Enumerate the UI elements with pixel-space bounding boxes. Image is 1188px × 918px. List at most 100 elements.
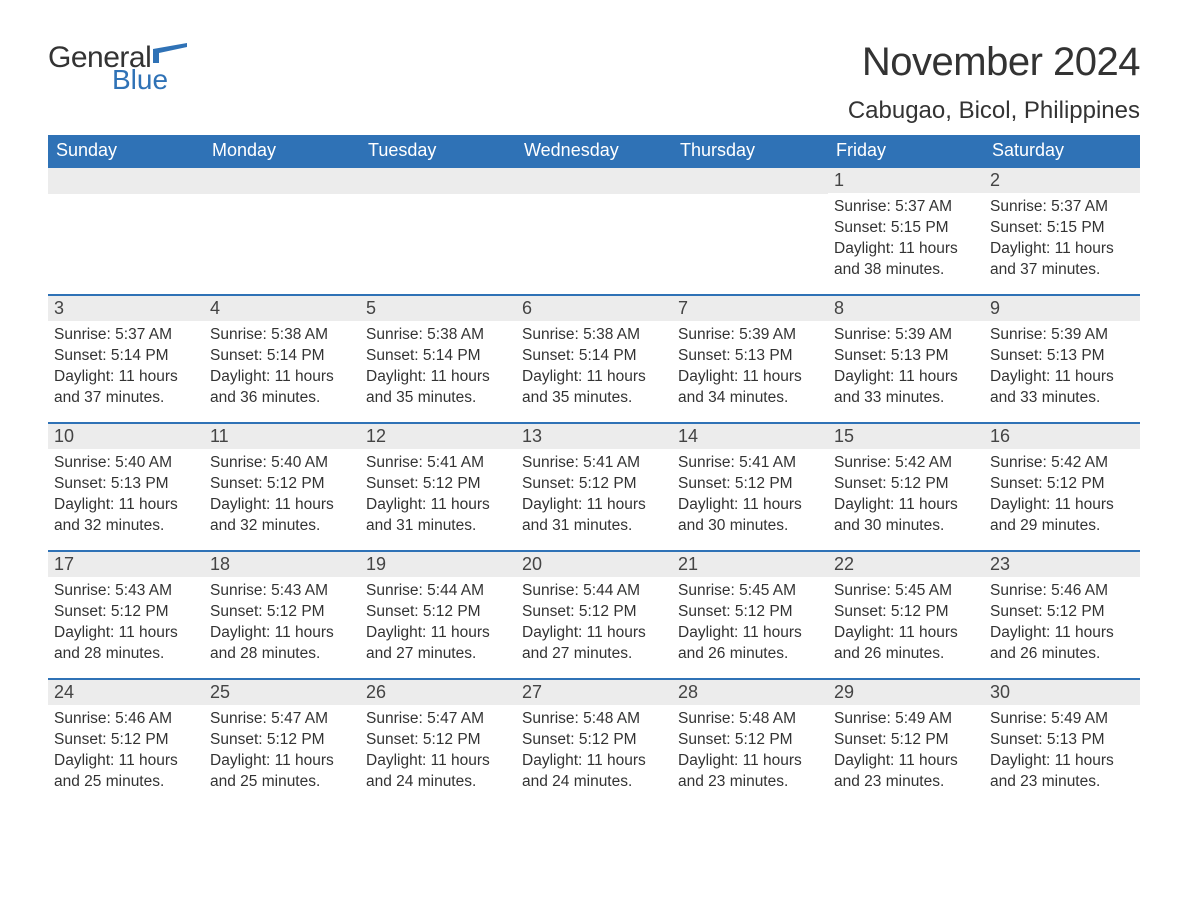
sunset-text: Sunset: 5:12 PM xyxy=(990,602,1134,623)
daylight-text-line1: Daylight: 11 hours xyxy=(210,623,354,644)
sunrise-text: Sunrise: 5:41 AM xyxy=(522,453,666,474)
daylight-text-line2: and 38 minutes. xyxy=(834,260,978,281)
calendar-head: Sunday Monday Tuesday Wednesday Thursday… xyxy=(48,135,1140,166)
day-number: 22 xyxy=(828,550,984,577)
daylight-text-line1: Daylight: 11 hours xyxy=(990,367,1134,388)
calendar-week-row: 24Sunrise: 5:46 AMSunset: 5:12 PMDayligh… xyxy=(48,678,1140,806)
sunrise-text: Sunrise: 5:38 AM xyxy=(366,325,510,346)
day-details: Sunrise: 5:44 AMSunset: 5:12 PMDaylight:… xyxy=(360,577,516,671)
day-number: 29 xyxy=(828,678,984,705)
daylight-text-line1: Daylight: 11 hours xyxy=(210,751,354,772)
daylight-text-line2: and 27 minutes. xyxy=(366,644,510,665)
day-number-stripe xyxy=(672,166,828,194)
day-number: 11 xyxy=(204,422,360,449)
sunset-text: Sunset: 5:12 PM xyxy=(366,730,510,751)
daylight-text-line1: Daylight: 11 hours xyxy=(834,495,978,516)
day-details: Sunrise: 5:41 AMSunset: 5:12 PMDaylight:… xyxy=(516,449,672,543)
day-number: 2 xyxy=(984,166,1140,193)
daylight-text-line2: and 24 minutes. xyxy=(366,772,510,793)
calendar-table: Sunday Monday Tuesday Wednesday Thursday… xyxy=(48,135,1140,806)
sunset-text: Sunset: 5:14 PM xyxy=(366,346,510,367)
day-details: Sunrise: 5:43 AMSunset: 5:12 PMDaylight:… xyxy=(48,577,204,671)
sunrise-text: Sunrise: 5:40 AM xyxy=(210,453,354,474)
calendar-cell: 16Sunrise: 5:42 AMSunset: 5:12 PMDayligh… xyxy=(984,422,1140,550)
calendar-cell: 12Sunrise: 5:41 AMSunset: 5:12 PMDayligh… xyxy=(360,422,516,550)
calendar-cell: 13Sunrise: 5:41 AMSunset: 5:12 PMDayligh… xyxy=(516,422,672,550)
sunrise-text: Sunrise: 5:41 AM xyxy=(678,453,822,474)
calendar-cell: 21Sunrise: 5:45 AMSunset: 5:12 PMDayligh… xyxy=(672,550,828,678)
day-number-stripe xyxy=(48,166,204,194)
day-number: 8 xyxy=(828,294,984,321)
sunrise-text: Sunrise: 5:45 AM xyxy=(834,581,978,602)
day-details: Sunrise: 5:38 AMSunset: 5:14 PMDaylight:… xyxy=(360,321,516,415)
sunrise-text: Sunrise: 5:37 AM xyxy=(990,197,1134,218)
daylight-text-line1: Daylight: 11 hours xyxy=(990,495,1134,516)
calendar-cell: 7Sunrise: 5:39 AMSunset: 5:13 PMDaylight… xyxy=(672,294,828,422)
daylight-text-line1: Daylight: 11 hours xyxy=(678,367,822,388)
sunset-text: Sunset: 5:14 PM xyxy=(210,346,354,367)
sunrise-text: Sunrise: 5:39 AM xyxy=(834,325,978,346)
day-number: 15 xyxy=(828,422,984,449)
day-number: 7 xyxy=(672,294,828,321)
day-details: Sunrise: 5:39 AMSunset: 5:13 PMDaylight:… xyxy=(984,321,1140,415)
day-details: Sunrise: 5:48 AMSunset: 5:12 PMDaylight:… xyxy=(672,705,828,799)
sunrise-text: Sunrise: 5:46 AM xyxy=(54,709,198,730)
day-details: Sunrise: 5:37 AMSunset: 5:14 PMDaylight:… xyxy=(48,321,204,415)
sunrise-text: Sunrise: 5:46 AM xyxy=(990,581,1134,602)
daylight-text-line1: Daylight: 11 hours xyxy=(522,495,666,516)
daylight-text-line1: Daylight: 11 hours xyxy=(834,367,978,388)
daylight-text-line2: and 30 minutes. xyxy=(834,516,978,537)
day-number: 19 xyxy=(360,550,516,577)
day-header: Wednesday xyxy=(516,135,672,166)
calendar-week-row: 1Sunrise: 5:37 AMSunset: 5:15 PMDaylight… xyxy=(48,166,1140,294)
daylight-text-line2: and 23 minutes. xyxy=(834,772,978,793)
sunset-text: Sunset: 5:15 PM xyxy=(990,218,1134,239)
day-number: 23 xyxy=(984,550,1140,577)
daylight-text-line1: Daylight: 11 hours xyxy=(834,623,978,644)
sunset-text: Sunset: 5:12 PM xyxy=(834,602,978,623)
sunset-text: Sunset: 5:12 PM xyxy=(54,730,198,751)
day-details: Sunrise: 5:49 AMSunset: 5:13 PMDaylight:… xyxy=(984,705,1140,799)
daylight-text-line2: and 33 minutes. xyxy=(990,388,1134,409)
daylight-text-line1: Daylight: 11 hours xyxy=(54,367,198,388)
day-number: 20 xyxy=(516,550,672,577)
calendar-cell: 26Sunrise: 5:47 AMSunset: 5:12 PMDayligh… xyxy=(360,678,516,806)
day-header-row: Sunday Monday Tuesday Wednesday Thursday… xyxy=(48,135,1140,166)
sunrise-text: Sunrise: 5:45 AM xyxy=(678,581,822,602)
logo-text: General Blue xyxy=(48,40,187,92)
day-number: 3 xyxy=(48,294,204,321)
daylight-text-line1: Daylight: 11 hours xyxy=(366,751,510,772)
sunset-text: Sunset: 5:12 PM xyxy=(522,730,666,751)
calendar-page: General Blue November 2024 Cabugao, Bico… xyxy=(0,0,1188,854)
day-details: Sunrise: 5:42 AMSunset: 5:12 PMDaylight:… xyxy=(828,449,984,543)
daylight-text-line1: Daylight: 11 hours xyxy=(678,495,822,516)
day-details: Sunrise: 5:39 AMSunset: 5:13 PMDaylight:… xyxy=(672,321,828,415)
day-header: Saturday xyxy=(984,135,1140,166)
day-details: Sunrise: 5:49 AMSunset: 5:12 PMDaylight:… xyxy=(828,705,984,799)
daylight-text-line2: and 23 minutes. xyxy=(990,772,1134,793)
day-number: 18 xyxy=(204,550,360,577)
day-details: Sunrise: 5:41 AMSunset: 5:12 PMDaylight:… xyxy=(360,449,516,543)
day-header: Monday xyxy=(204,135,360,166)
sunset-text: Sunset: 5:12 PM xyxy=(522,474,666,495)
daylight-text-line2: and 31 minutes. xyxy=(366,516,510,537)
sunset-text: Sunset: 5:13 PM xyxy=(990,346,1134,367)
calendar-cell: 8Sunrise: 5:39 AMSunset: 5:13 PMDaylight… xyxy=(828,294,984,422)
daylight-text-line1: Daylight: 11 hours xyxy=(54,623,198,644)
calendar-cell: 30Sunrise: 5:49 AMSunset: 5:13 PMDayligh… xyxy=(984,678,1140,806)
sunset-text: Sunset: 5:14 PM xyxy=(54,346,198,367)
calendar-cell xyxy=(516,166,672,294)
day-details: Sunrise: 5:38 AMSunset: 5:14 PMDaylight:… xyxy=(516,321,672,415)
day-number: 28 xyxy=(672,678,828,705)
calendar-cell: 27Sunrise: 5:48 AMSunset: 5:12 PMDayligh… xyxy=(516,678,672,806)
daylight-text-line2: and 26 minutes. xyxy=(678,644,822,665)
calendar-cell: 15Sunrise: 5:42 AMSunset: 5:12 PMDayligh… xyxy=(828,422,984,550)
sunrise-text: Sunrise: 5:44 AM xyxy=(522,581,666,602)
day-number: 26 xyxy=(360,678,516,705)
day-header: Thursday xyxy=(672,135,828,166)
calendar-cell: 29Sunrise: 5:49 AMSunset: 5:12 PMDayligh… xyxy=(828,678,984,806)
day-number-stripe xyxy=(204,166,360,194)
calendar-cell: 28Sunrise: 5:48 AMSunset: 5:12 PMDayligh… xyxy=(672,678,828,806)
calendar-cell: 6Sunrise: 5:38 AMSunset: 5:14 PMDaylight… xyxy=(516,294,672,422)
sunrise-text: Sunrise: 5:47 AM xyxy=(210,709,354,730)
